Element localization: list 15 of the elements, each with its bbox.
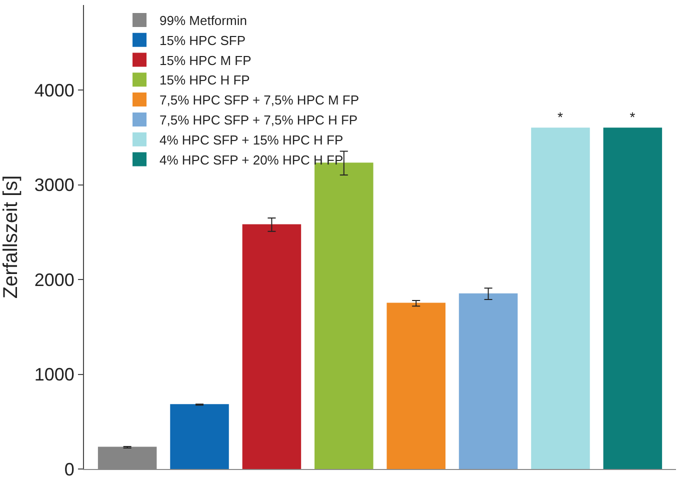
y-tick-label: 3000 xyxy=(34,175,74,196)
legend-label: 15% HPC H FP xyxy=(160,72,250,88)
legend-label: 15% HPC SFP xyxy=(160,32,246,48)
legend-label: 4% HPC SFP + 15% HPC H FP xyxy=(160,132,344,148)
legend-label: 7,5% HPC SFP + 7,5% HPC M FP xyxy=(160,92,360,108)
data-label: * xyxy=(630,109,636,126)
y-tick-label: 2000 xyxy=(34,270,74,290)
data-label: * xyxy=(557,109,564,126)
y-tick-label: 4000 xyxy=(34,80,74,101)
y-axis-title: Zerfallszeit [s] xyxy=(0,175,22,299)
y-tick-label: 1000 xyxy=(34,364,74,385)
y-tick-label: 0 xyxy=(64,459,74,480)
legend-label: 7,5% HPC SFP + 7,5% HPC H FP xyxy=(160,112,358,128)
legend-label: 15% HPC M FP xyxy=(160,52,252,68)
legend-label: 99% Metformin xyxy=(160,13,247,28)
